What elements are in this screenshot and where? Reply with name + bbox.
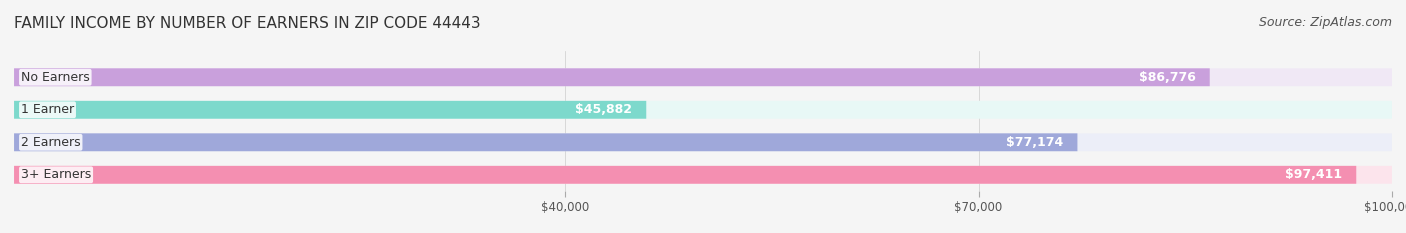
Text: No Earners: No Earners <box>21 71 90 84</box>
FancyBboxPatch shape <box>14 133 1392 151</box>
Text: 2 Earners: 2 Earners <box>21 136 80 149</box>
FancyBboxPatch shape <box>14 68 1209 86</box>
FancyBboxPatch shape <box>14 101 647 119</box>
Text: $97,411: $97,411 <box>1285 168 1343 181</box>
Text: FAMILY INCOME BY NUMBER OF EARNERS IN ZIP CODE 44443: FAMILY INCOME BY NUMBER OF EARNERS IN ZI… <box>14 16 481 31</box>
FancyBboxPatch shape <box>14 101 1392 119</box>
FancyBboxPatch shape <box>14 68 1392 86</box>
Text: 3+ Earners: 3+ Earners <box>21 168 91 181</box>
FancyBboxPatch shape <box>14 166 1392 184</box>
Text: 1 Earner: 1 Earner <box>21 103 75 116</box>
Text: $86,776: $86,776 <box>1139 71 1197 84</box>
Text: Source: ZipAtlas.com: Source: ZipAtlas.com <box>1258 16 1392 29</box>
Text: $77,174: $77,174 <box>1007 136 1064 149</box>
FancyBboxPatch shape <box>14 166 1357 184</box>
FancyBboxPatch shape <box>14 133 1077 151</box>
Text: $45,882: $45,882 <box>575 103 633 116</box>
